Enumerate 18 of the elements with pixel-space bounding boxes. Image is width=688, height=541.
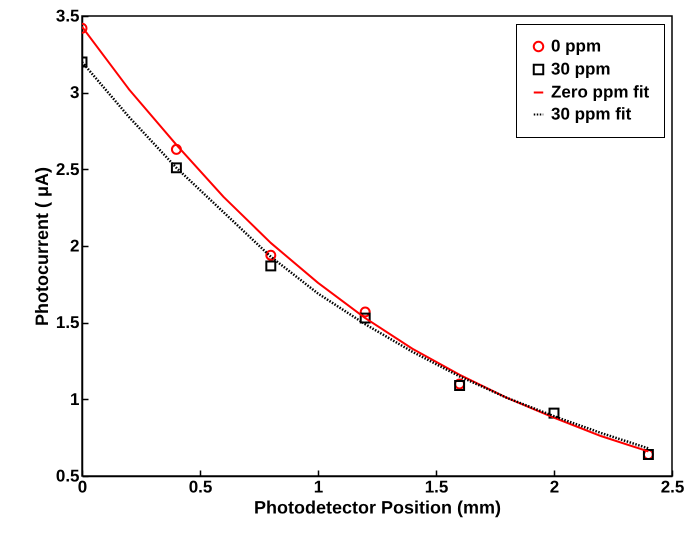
x-tick-label: 1.5 [424, 478, 448, 496]
y-tick-label: 2 [70, 236, 80, 256]
legend-label: 30 ppm fit [551, 104, 632, 124]
y-axis-title: Photocurrent ( μA) [32, 166, 52, 326]
x-tick-label: 0 [78, 478, 88, 496]
x-tick-label: 1 [314, 478, 324, 496]
x-tick-label: 2 [550, 478, 560, 496]
y-tick-label: 3.5 [56, 6, 80, 26]
legend-label: Zero ppm fit [551, 82, 650, 102]
x-tick-label: 2.5 [660, 478, 684, 496]
y-tick-label: 1.5 [56, 313, 80, 332]
x-axis-title: Photodetector Position (mm) [254, 498, 502, 518]
y-tick-label: 1 [70, 390, 80, 409]
x-tick-label: 0.5 [188, 478, 212, 496]
legend-label: 0 ppm [551, 36, 602, 56]
legend-label: 30 ppm [551, 60, 611, 78]
y-tick-label: 3 [70, 83, 80, 102]
y-tick-label: 2.5 [56, 160, 80, 179]
